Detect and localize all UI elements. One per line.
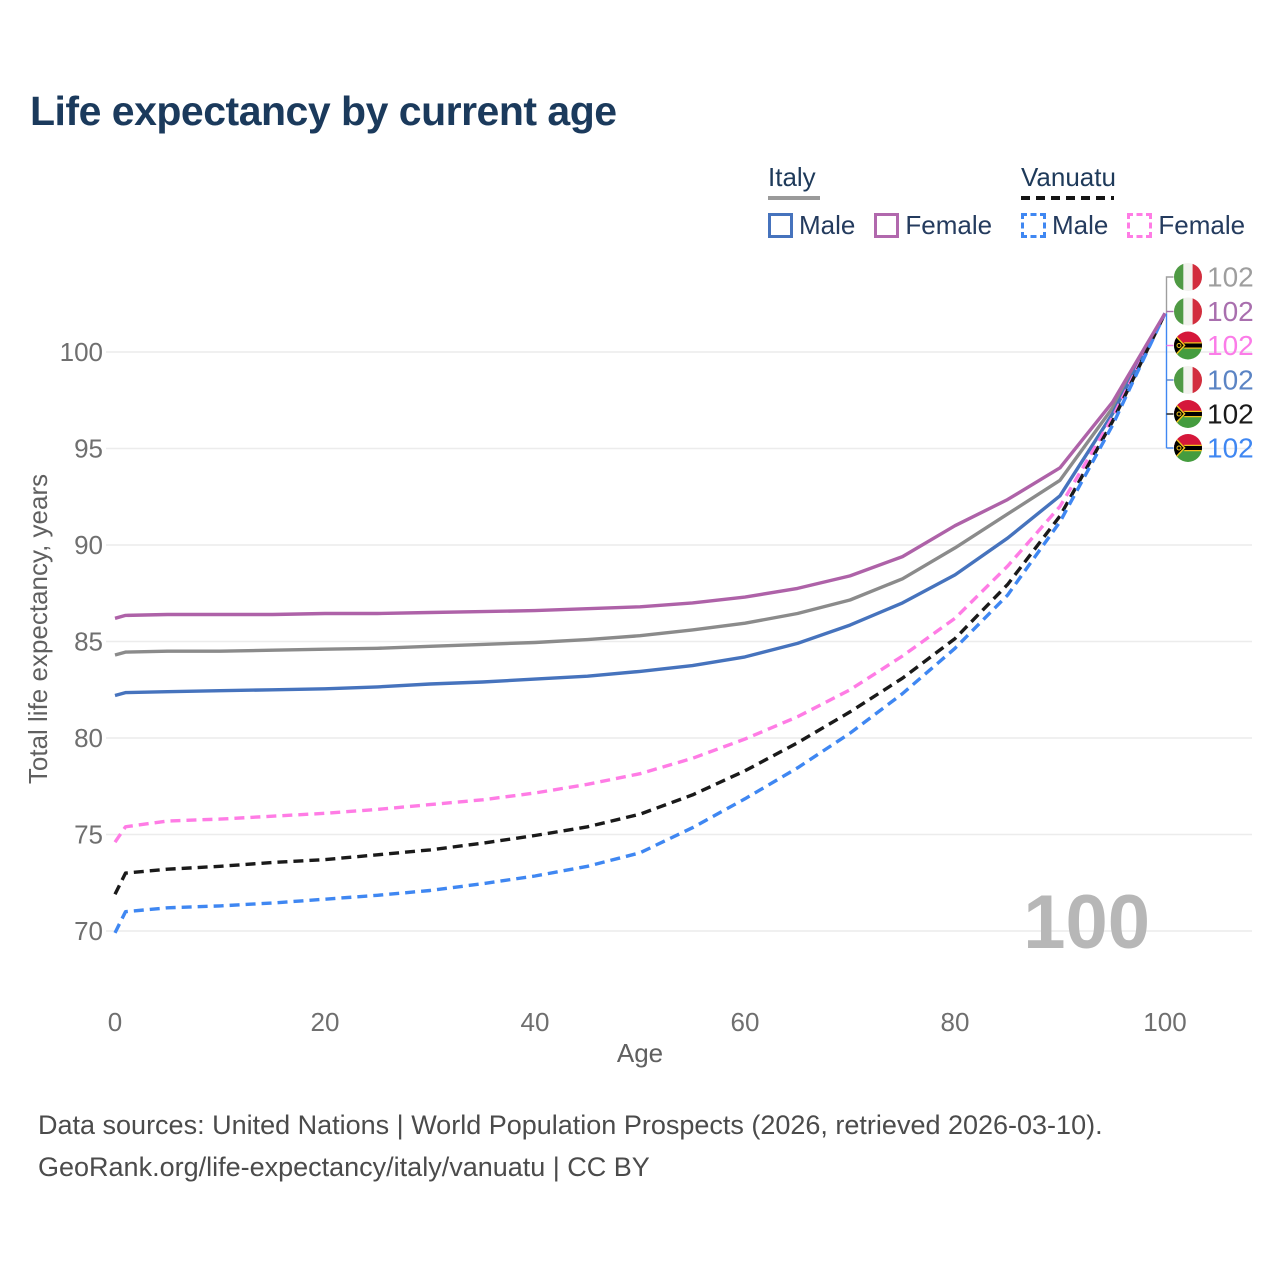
attribution-line: GeoRank.org/life-expectancy/italy/vanuat… — [38, 1152, 650, 1182]
y-tick-label: 90 — [74, 530, 103, 560]
y-tick-label: 70 — [74, 916, 103, 946]
italy-flag-icon — [1174, 263, 1202, 291]
series-line-vanuatu-total — [113, 312, 1167, 896]
x-axis-ticks: 0 20 40 60 80 100 — [108, 1007, 1187, 1037]
legend-italy-label[interactable]: Italy — [768, 162, 816, 192]
legend-item-vanuatu-male[interactable]: Male — [1021, 210, 1108, 241]
y-tick-label: 75 — [74, 820, 103, 850]
x-axis-title: Age — [617, 1038, 663, 1068]
y-tick-label: 80 — [74, 723, 103, 753]
italy-flag-icon — [1174, 366, 1202, 394]
end-value-vanuatu-male: 102 — [1207, 433, 1254, 464]
y-tick-label: 85 — [74, 627, 103, 657]
legend-item-label: Male — [799, 210, 856, 240]
legend-italy-underline — [768, 196, 820, 200]
y-axis-ticks: 70 75 80 85 90 95 100 — [60, 337, 103, 946]
gridlines — [106, 351, 1252, 932]
legend-group-vanuatu: Vanuatu Male Female — [1021, 162, 1245, 241]
data-sources-line: Data sources: United Nations | World Pop… — [38, 1110, 1103, 1140]
italy-flag-icon — [1174, 298, 1202, 326]
watermark-age-counter: 100 — [1023, 880, 1150, 965]
legend-vanuatu-label[interactable]: Vanuatu — [1021, 162, 1116, 192]
series-line-italy-female — [114, 312, 1167, 620]
series-line-vanuatu-male — [113, 312, 1167, 934]
vanuatu-female-swatch-icon — [1127, 213, 1153, 238]
end-label-connectors — [1165, 276, 1174, 449]
legend-group-italy: Italy Male Female — [768, 162, 992, 241]
vanuatu-flag-icon — [1173, 332, 1202, 360]
legend-item-italy-female[interactable]: Female — [874, 210, 992, 241]
vanuatu-male-swatch-icon — [1021, 213, 1046, 238]
footer: Data sources: United Nations | World Pop… — [38, 1104, 1103, 1188]
series-line-vanuatu-female — [113, 312, 1167, 844]
legend-item-vanuatu-female[interactable]: Female — [1127, 210, 1245, 241]
end-value-vanuatu-total: 102 — [1207, 399, 1254, 430]
end-value-vanuatu-female: 102 — [1207, 330, 1254, 361]
vanuatu-flag-icon — [1173, 434, 1202, 462]
x-tick-label: 100 — [1143, 1007, 1186, 1037]
legend-item-label: Female — [1158, 210, 1246, 240]
legend-item-label: Male — [1052, 210, 1109, 240]
series-line-italy-male — [114, 312, 1167, 698]
x-tick-label: 0 — [108, 1007, 122, 1037]
y-tick-label: 100 — [60, 337, 103, 367]
vanuatu-flag-icon — [1173, 400, 1202, 428]
x-tick-label: 80 — [941, 1007, 970, 1037]
end-value-italy-total: 102 — [1207, 262, 1254, 293]
x-tick-label: 60 — [731, 1007, 760, 1037]
connector-line — [1165, 276, 1174, 314]
y-axis-title: Total life expectancy, years — [23, 474, 53, 784]
legend-vanuatu-underline — [1021, 196, 1114, 200]
italy-female-swatch-icon — [874, 213, 900, 238]
y-tick-label: 95 — [74, 434, 103, 464]
page-title: Life expectancy by current age — [30, 88, 617, 134]
x-tick-label: 20 — [311, 1007, 340, 1037]
series-lines — [113, 312, 1167, 934]
end-value-italy-female: 102 — [1207, 296, 1254, 327]
series-line-italy-total — [114, 312, 1167, 657]
x-tick-label: 40 — [521, 1007, 550, 1037]
end-value-italy-male: 102 — [1207, 365, 1254, 396]
italy-male-swatch-icon — [768, 213, 793, 238]
legend-item-label: Female — [905, 210, 993, 240]
legend-item-italy-male[interactable]: Male — [768, 210, 855, 241]
